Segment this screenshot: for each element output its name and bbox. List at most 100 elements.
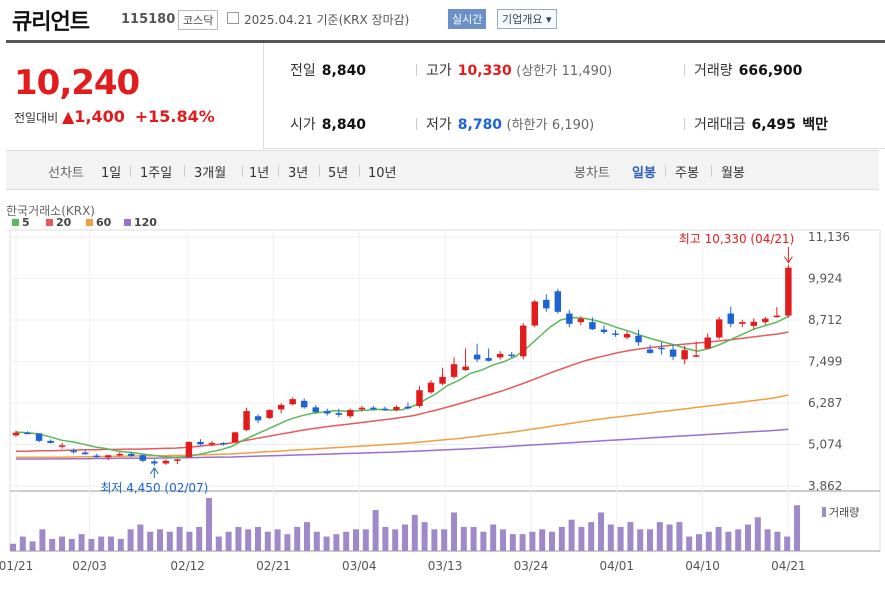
- legend-ma120: 120: [124, 216, 157, 229]
- tab-1w[interactable]: 1주일: [140, 166, 173, 181]
- volume-bar: [304, 522, 310, 551]
- candle: [243, 411, 250, 430]
- volume-bar: [147, 531, 154, 551]
- volume-bar: [402, 524, 408, 551]
- candle: [139, 455, 147, 461]
- corp-info-dropdown[interactable]: 기업개요 ▾: [497, 9, 557, 29]
- volume-bar: [656, 522, 663, 551]
- volume-bar: [715, 526, 722, 551]
- x-tick-label: 02/21: [256, 559, 291, 573]
- stat-high: 고가 10,330 (상한가 11,490): [426, 63, 613, 79]
- candle: [543, 299, 550, 309]
- legend-ma5: 5: [12, 216, 30, 229]
- candle: [739, 322, 746, 324]
- candle: [35, 433, 43, 441]
- x-tick-label: 04/10: [685, 559, 720, 573]
- candle: [128, 453, 135, 456]
- divider: [684, 118, 685, 130]
- volume-bar: [392, 529, 399, 551]
- divider: [684, 64, 685, 76]
- candle: [439, 376, 446, 384]
- volume-bar: [549, 531, 555, 551]
- volume-bar: [176, 526, 183, 551]
- candle: [47, 440, 54, 443]
- volume-bar: [470, 526, 477, 551]
- market-badge: 코스닥: [178, 10, 219, 30]
- volume-bar: [588, 522, 595, 551]
- candle: [520, 325, 527, 357]
- volume-bar: [137, 524, 144, 551]
- source-label: 한국거래소(KRX): [6, 204, 95, 218]
- x-tick-label: 02/12: [170, 559, 205, 573]
- tab-monthly[interactable]: 월봉: [721, 166, 745, 181]
- volume-bar: [98, 536, 105, 551]
- volume-bar: [59, 536, 65, 551]
- candle: [347, 410, 354, 417]
- volume-bar: [735, 529, 742, 551]
- volume-bar: [353, 529, 359, 551]
- volume-bar: [754, 517, 761, 551]
- volume-bar: [411, 514, 418, 551]
- x-tick-label: 04/01: [599, 559, 634, 573]
- volume-bar: [88, 538, 95, 551]
- volume-bar: [441, 529, 448, 551]
- y-tick-label: 11,136: [808, 230, 850, 244]
- candle: [335, 413, 343, 415]
- moving-average-ma20: [16, 331, 789, 452]
- calendar-icon: [227, 12, 239, 24]
- volume-bar: [313, 531, 320, 551]
- candle: [589, 322, 596, 330]
- candle: [24, 432, 31, 435]
- candle: [531, 301, 538, 326]
- candle: [81, 452, 89, 455]
- volume-bar: [68, 538, 75, 551]
- tab-daily[interactable]: 일봉: [632, 166, 656, 181]
- volume-bar: [117, 538, 124, 551]
- low-annotation: 최저 4,450 (02/07): [100, 481, 208, 495]
- change-amount: ▲1,400: [62, 107, 125, 126]
- change-label: 전일대비: [14, 111, 59, 125]
- tab-5y[interactable]: 5년: [328, 166, 349, 181]
- candle: [93, 455, 100, 458]
- candle: [254, 416, 262, 421]
- volume-bar: [578, 526, 585, 551]
- candle: [58, 445, 66, 447]
- volume-bar: [235, 526, 242, 551]
- volume-bar: [225, 531, 232, 551]
- stock-code: 115180: [121, 12, 176, 27]
- y-tick-label: 5,074: [808, 438, 842, 452]
- candle: [450, 364, 458, 377]
- tab-10y[interactable]: 10년: [368, 166, 397, 181]
- divider: [319, 165, 320, 177]
- volume-bar: [705, 531, 712, 551]
- candle: [623, 334, 631, 338]
- realtime-button[interactable]: 실시간: [448, 9, 487, 29]
- tab-1y[interactable]: 1년: [249, 166, 270, 181]
- volume-bar: [627, 522, 634, 551]
- candle: [600, 329, 608, 333]
- volume-bar: [206, 498, 212, 551]
- volume-bar: [774, 531, 781, 551]
- candle: [70, 450, 77, 453]
- x-tick-label: 03/13: [428, 559, 463, 573]
- volume-bar: [509, 534, 516, 551]
- corp-info-label: 기업개요: [502, 13, 543, 26]
- candle: [785, 267, 792, 316]
- candle: [669, 349, 677, 357]
- candle: [358, 407, 366, 410]
- candle: [612, 333, 619, 335]
- candle: [220, 442, 227, 445]
- candle: [727, 313, 734, 324]
- stat-volume: 거래량 666,900: [694, 63, 803, 79]
- volume-bar: [166, 531, 173, 551]
- volume-bar: [637, 529, 644, 551]
- tab-3m[interactable]: 3개월: [194, 166, 227, 181]
- volume-bar: [764, 529, 771, 551]
- tab-3y[interactable]: 3년: [288, 166, 309, 181]
- candle: [370, 407, 377, 410]
- tab-weekly[interactable]: 주봉: [675, 166, 699, 181]
- tab-1d[interactable]: 1일: [101, 166, 122, 181]
- candle: [554, 291, 562, 312]
- candle: [197, 441, 204, 445]
